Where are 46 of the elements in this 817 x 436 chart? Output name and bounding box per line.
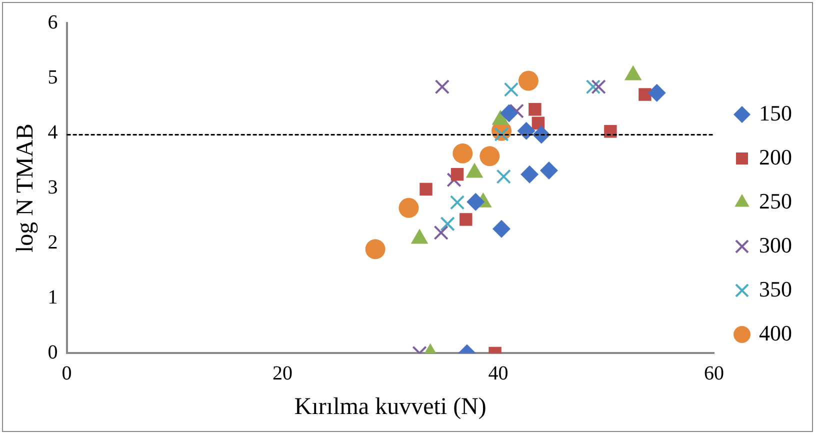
point	[434, 79, 450, 94]
point	[365, 239, 386, 260]
point	[398, 198, 419, 218]
y-tick-label: 3	[48, 176, 58, 198]
point	[528, 103, 542, 116]
point	[604, 125, 617, 138]
point	[518, 70, 538, 91]
x-tick-label: 0	[62, 362, 72, 384]
point	[434, 225, 448, 240]
point	[586, 79, 601, 94]
point	[504, 82, 519, 97]
point	[540, 161, 558, 180]
x-axis-title: Kırılma kuvveti (N)	[294, 394, 486, 420]
y-tick-label: 6	[48, 11, 58, 34]
point	[420, 182, 432, 196]
point	[648, 84, 666, 102]
legend-label: 150	[759, 100, 792, 126]
x-tick-label: 60	[704, 362, 724, 384]
point	[466, 192, 485, 211]
y-tick-label: 2	[48, 231, 58, 254]
point	[520, 165, 539, 184]
point	[492, 220, 511, 238]
legend-label: 400	[759, 320, 792, 346]
x-tick-label: 40	[488, 362, 508, 384]
y-tick-label: 1	[48, 286, 58, 308]
legend-label: 350	[759, 276, 792, 302]
x-tick-label: 20	[272, 362, 293, 384]
point	[450, 195, 465, 210]
point	[480, 146, 500, 166]
point	[460, 213, 472, 226]
point	[517, 122, 536, 140]
point	[450, 168, 464, 181]
point	[496, 169, 512, 184]
point	[638, 88, 652, 101]
point	[591, 79, 606, 94]
point	[500, 104, 518, 122]
point	[452, 143, 473, 164]
point	[446, 172, 462, 188]
legend-label: 250	[759, 188, 792, 214]
y-axis-title: log N TMAB	[12, 124, 39, 253]
y-tick-label: 0	[48, 341, 58, 364]
point	[440, 216, 455, 232]
y-tick-label: 4	[48, 121, 58, 144]
y-tick-label: 5	[48, 66, 58, 88]
legend-label: 300	[759, 232, 792, 258]
legend-label: 200	[759, 144, 792, 170]
